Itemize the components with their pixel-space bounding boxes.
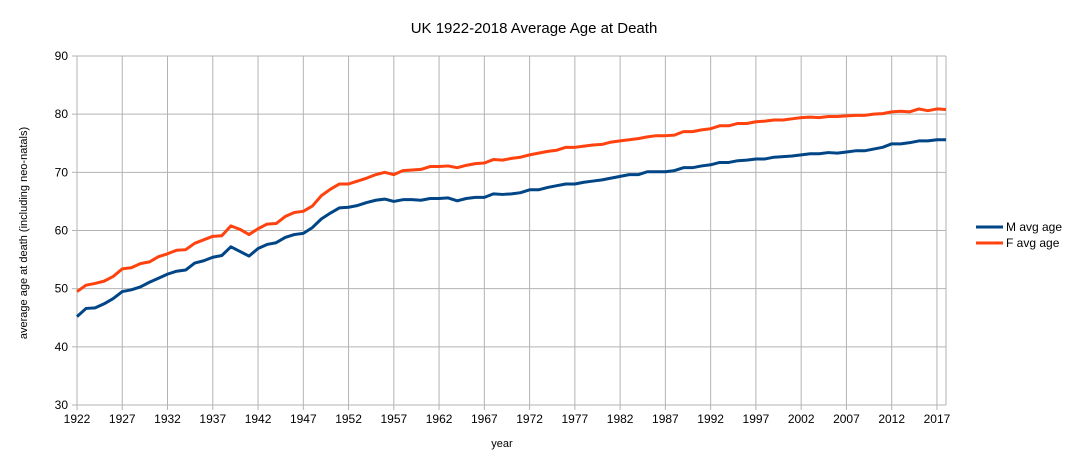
x-tick-label: 1967 bbox=[471, 412, 498, 426]
x-tick-label: 2017 bbox=[924, 412, 951, 426]
series-line-f-avg-age bbox=[76, 107, 947, 293]
x-tick-label: 1977 bbox=[562, 412, 589, 426]
chart-title: UK 1922-2018 Average Age at Death bbox=[411, 20, 658, 37]
y-tick-label: 30 bbox=[55, 398, 69, 412]
y-tick-label: 50 bbox=[55, 282, 69, 296]
y-tick-label: 70 bbox=[55, 165, 69, 179]
x-tick-label: 1982 bbox=[607, 412, 634, 426]
x-tick-label: 1962 bbox=[426, 412, 453, 426]
x-tick-label: 1972 bbox=[516, 412, 543, 426]
x-tick-label: 1947 bbox=[290, 412, 317, 426]
x-tick-label: 1957 bbox=[380, 412, 407, 426]
x-tick-label: 2002 bbox=[788, 412, 815, 426]
series-lines bbox=[75, 107, 947, 318]
x-tick-label: 2007 bbox=[833, 412, 860, 426]
axes bbox=[72, 55, 947, 410]
y-tick-label: 80 bbox=[55, 107, 69, 121]
y-tick-label: 90 bbox=[55, 49, 69, 63]
x-tick-labels: 1922 1927 1932 1937 1942 1947 1952 1957 1962 1967… bbox=[64, 412, 951, 426]
x-tick-label: 1922 bbox=[64, 412, 91, 426]
x-tick-label: 1987 bbox=[652, 412, 679, 426]
y-axis-title: average age at death (including neo-nata… bbox=[18, 127, 30, 339]
y-tick-label: 60 bbox=[55, 224, 69, 238]
x-tick-label: 2012 bbox=[878, 412, 905, 426]
series-line-m-avg-age bbox=[75, 138, 946, 318]
x-tick-label: 1942 bbox=[245, 412, 272, 426]
legend: M avg age F avg age bbox=[976, 220, 1062, 250]
x-tick-label: 1952 bbox=[335, 412, 362, 426]
x-tick-label: 1927 bbox=[109, 412, 136, 426]
legend-label: M avg age bbox=[1006, 220, 1062, 234]
x-tick-label: 1937 bbox=[199, 412, 226, 426]
gridlines bbox=[76, 55, 946, 406]
y-tick-labels: 30 40 50 60 70 80 90 bbox=[55, 49, 69, 412]
legend-label: F avg age bbox=[1006, 236, 1060, 250]
y-tick-label: 40 bbox=[55, 340, 69, 354]
x-tick-label: 1992 bbox=[697, 412, 724, 426]
x-axis-title: year bbox=[491, 438, 513, 450]
x-tick-label: 1932 bbox=[154, 412, 181, 426]
x-tick-label: 1997 bbox=[743, 412, 770, 426]
